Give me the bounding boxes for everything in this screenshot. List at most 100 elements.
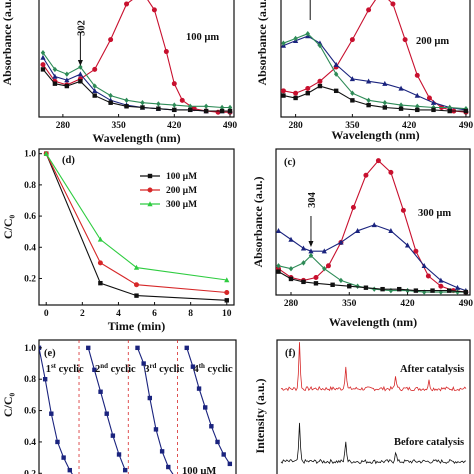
- series-line-0: [45, 153, 227, 301]
- data-point-3-7: [380, 286, 385, 292]
- data-point-3-11: [203, 108, 209, 114]
- data-point-0-11: [426, 95, 432, 101]
- data-point-0-6: [350, 204, 356, 210]
- data-point-2-6: [366, 97, 371, 104]
- data-point-3-9: [172, 107, 177, 113]
- data-point-0-0: [40, 62, 46, 68]
- data-point-2-0: [276, 263, 281, 269]
- data-point-2-1: [52, 66, 58, 73]
- data-point-2-7: [372, 286, 377, 292]
- panel-c: 280 350 420 490 Wavelength (nm) Absorbance (a…: [251, 148, 474, 329]
- spectrum-line-0: [280, 342, 467, 392]
- panel-label: (e): [44, 348, 56, 359]
- data-point-2-1: [288, 266, 294, 272]
- data-point-3-2: [301, 279, 306, 285]
- data-point-2-3: [317, 42, 323, 49]
- y-axis-title: C/C₀: [1, 392, 15, 417]
- data-point-3-10: [431, 107, 436, 113]
- data-point-3-2: [196, 386, 202, 391]
- data-point-2-5: [166, 464, 171, 470]
- data-point-2-1: [141, 361, 146, 366]
- legend-label-2: 300 µM: [166, 200, 197, 210]
- y-axis-title: Absorbance (a.u.): [255, 0, 269, 86]
- data-point-2-2: [147, 395, 153, 401]
- data-point-1-9: [404, 242, 411, 248]
- data-point-1-12: [454, 284, 461, 290]
- panel-label: (d): [62, 155, 75, 166]
- data-point-1-1: [92, 367, 97, 372]
- data-point-3-7: [382, 105, 388, 110]
- y-axis-title: C/C₀: [1, 214, 15, 239]
- y-tick-label: 0.8: [24, 375, 36, 385]
- data-point-1-4: [92, 88, 98, 94]
- x-tick-label: 350: [345, 121, 360, 131]
- data-point-3-4: [330, 282, 335, 287]
- data-point-3-5: [347, 284, 352, 289]
- data-point-2-13: [227, 104, 233, 111]
- data-point-0-9: [163, 49, 169, 55]
- data-point-0-0: [281, 88, 286, 94]
- data-point-0-2: [49, 411, 54, 416]
- data-point-1-6: [354, 227, 361, 233]
- concentration-label: 100 µm: [186, 32, 219, 43]
- series-group: [280, 342, 467, 465]
- data-point-3-0: [184, 345, 189, 351]
- data-point-0-5: [349, 37, 355, 43]
- x-tick-label: 420: [402, 121, 417, 131]
- cycle-label-1: 2nd cyclic: [95, 362, 136, 375]
- data-point-3-5: [350, 98, 355, 103]
- data-point-2-2: [305, 31, 310, 37]
- data-point-1-4: [333, 61, 339, 67]
- data-point-0-9: [402, 37, 408, 43]
- data-point-1-10: [430, 99, 437, 105]
- series-line-1: [283, 35, 466, 111]
- x-tick-label: 420: [167, 121, 182, 131]
- data-point-0-9: [388, 169, 394, 175]
- panel-b: 280 350 420 490 Wavelength (nm) Absorbance (a…: [255, 0, 473, 142]
- x-tick-label: 280: [284, 299, 299, 309]
- x-tick-label: 350: [111, 121, 126, 131]
- series-group: [276, 158, 469, 295]
- y-tick-label: 0.6: [24, 212, 36, 222]
- data-point-1-8: [388, 227, 394, 233]
- data-point-2-3: [153, 427, 159, 432]
- y-axis-title: Absorbance (a.u.): [251, 176, 265, 267]
- data-point-3-3: [203, 405, 208, 410]
- data-point-2-9: [415, 103, 420, 109]
- data-point-0-5: [108, 37, 114, 43]
- data-point-3-4: [333, 88, 339, 94]
- panel-f: Intensity (a.u.) (f) After catalysis Before…: [253, 339, 471, 474]
- data-point-2-11: [447, 104, 452, 111]
- data-point-3-5: [108, 100, 113, 105]
- x-tick-label: 10: [222, 309, 232, 319]
- data-point-3-13: [227, 108, 233, 114]
- data-point-2-5: [338, 277, 344, 284]
- data-point-0-8: [375, 158, 381, 164]
- data-point-3-3: [317, 83, 323, 89]
- data-point-3-1: [52, 81, 58, 86]
- data-point-3-9: [415, 107, 420, 113]
- data-point-3-1: [288, 276, 294, 282]
- data-point-2-12: [219, 104, 225, 111]
- cycle-label-0: 1st cyclic: [46, 362, 84, 375]
- data-point-3-12: [219, 108, 225, 114]
- x-tick-label: 420: [400, 299, 415, 309]
- concentration-label: 200 µm: [416, 36, 449, 47]
- data-point-3-6: [221, 452, 226, 457]
- x-tick-label: 350: [342, 299, 357, 309]
- data-point-2-0: [281, 40, 286, 46]
- data-point-2-4: [322, 266, 327, 272]
- data-point-0-1: [98, 280, 103, 286]
- data-point-2-0: [40, 50, 46, 56]
- x-tick-label: 490: [459, 299, 474, 309]
- data-point-3-10: [188, 107, 193, 113]
- y-tick-label: 1.0: [24, 150, 36, 160]
- series-line-2: [45, 153, 227, 281]
- data-point-3-0: [281, 93, 286, 98]
- data-point-0-4: [325, 263, 331, 269]
- panel-a: 280 350 420 490 Wavelength (nm) Absorbance (a…: [0, 0, 237, 145]
- data-point-2-5: [108, 92, 113, 99]
- data-point-2-0: [135, 345, 140, 351]
- data-point-2-5: [350, 90, 355, 96]
- data-point-2-0: [43, 150, 49, 156]
